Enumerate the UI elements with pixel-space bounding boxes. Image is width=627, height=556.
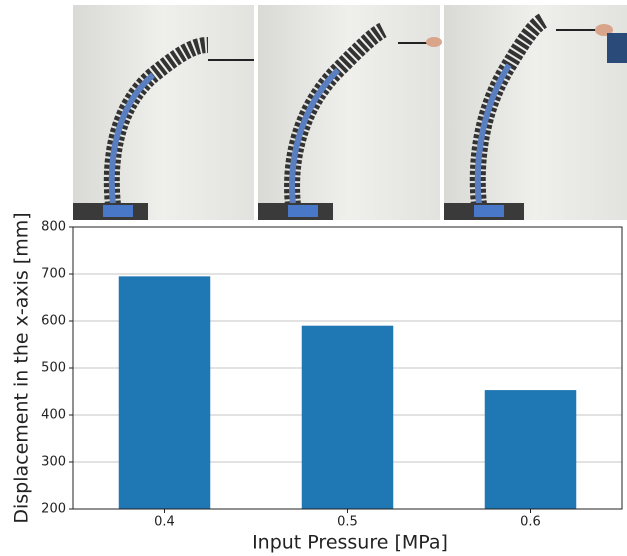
x-tick-label: 0.6	[520, 515, 541, 530]
x-tick-label: 0.4	[154, 515, 175, 530]
photo	[444, 5, 627, 220]
x-axis-label: Input Pressure [MPa]	[252, 532, 448, 554]
y-tick-label: 200	[41, 502, 66, 517]
figure: Displacement in the x-axis [mm] Input Pr…	[0, 0, 627, 556]
y-tick-label: 700	[41, 267, 66, 282]
x-tick-label: 0.5	[337, 515, 358, 530]
bar	[302, 326, 394, 509]
photo	[258, 5, 442, 220]
bar	[119, 276, 211, 509]
y-axis-label: Displacement in the x-axis [mm]	[11, 212, 33, 523]
y-tick-label: 300	[41, 455, 66, 470]
bar	[485, 390, 577, 509]
photo-strip	[73, 5, 627, 220]
y-tick-label: 500	[41, 361, 66, 376]
y-tick-label: 800	[41, 220, 66, 235]
y-tick-label: 600	[41, 314, 66, 329]
photo	[73, 5, 254, 220]
y-tick-label: 400	[41, 408, 66, 423]
